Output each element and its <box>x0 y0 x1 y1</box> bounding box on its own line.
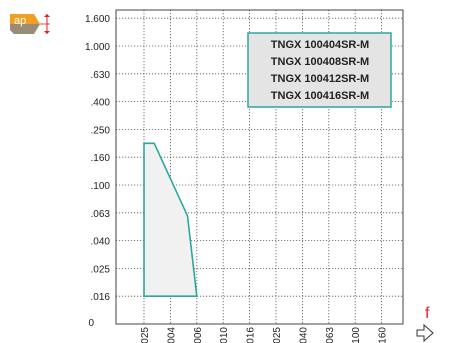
x-tick-label: .004 <box>166 327 177 343</box>
legend: TNGX 100404SR-M TNGX 100408SR-M TNGX 100… <box>247 32 392 108</box>
legend-box <box>247 32 392 108</box>
legend-entry: TNGX 100412SR-M <box>271 73 369 85</box>
plot-frame <box>115 9 404 325</box>
y-tick-label: .630 <box>91 70 111 81</box>
x-axis-symbol: f <box>425 305 430 322</box>
y-tick-label: .400 <box>91 98 111 109</box>
y-tick-label: 1.000 <box>85 42 110 53</box>
x-tick-label: .160 <box>378 327 389 343</box>
x-tick-label: .040 <box>298 327 309 343</box>
y-tick-label: .250 <box>91 125 111 136</box>
y-tick-label: 0 <box>88 318 94 329</box>
feed-arrow-icon <box>416 323 434 343</box>
y-tick-label: 1.600 <box>85 14 110 25</box>
y-axis-symbol: ap <box>14 15 26 27</box>
x-tick-labels: .0025 .004 .006 .010 .016 .025 .040 .063 .100 .16… <box>140 327 389 343</box>
y-tick-label: .016 <box>91 292 111 303</box>
x-tick-label: .100 <box>351 327 362 343</box>
x-tick-label: .010 <box>219 327 230 343</box>
y-tick-label: .040 <box>91 237 111 248</box>
x-tick-label: .063 <box>325 327 336 343</box>
x-tick-label: .025 <box>272 327 283 343</box>
legend-entry: TNGX 100408SR-M <box>271 56 369 68</box>
feed-symbol: f <box>416 305 434 343</box>
y-tick-label: .025 <box>91 264 111 275</box>
y-tick-label: .063 <box>91 209 111 220</box>
y-tick-labels: 0 .016 .025 .040 .063 .100 .160 .250 .400 .630 1.0… <box>85 14 110 329</box>
cutting-region-polygon <box>143 142 198 298</box>
cutting-region <box>143 142 198 298</box>
depth-of-cut-icon: ap <box>10 14 50 34</box>
legend-entry: TNGX 100404SR-M <box>271 39 369 51</box>
x-tick-label: .016 <box>246 327 257 343</box>
y-tick-label: .100 <box>91 181 111 192</box>
x-tick-label: .0025 <box>140 327 151 343</box>
legend-entry: TNGX 100416SR-M <box>271 90 369 102</box>
x-tick-label: .006 <box>193 327 204 343</box>
y-tick-label: .160 <box>91 153 111 164</box>
